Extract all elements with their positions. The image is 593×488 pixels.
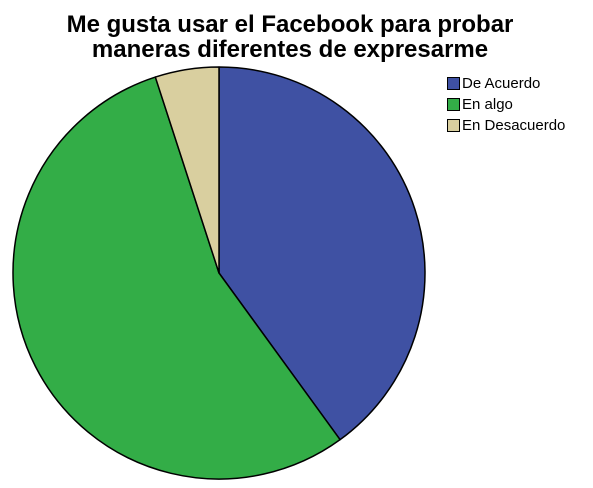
- legend-item-de-acuerdo: De Acuerdo: [447, 73, 565, 94]
- chart-title-line-1: Me gusta usar el Facebook para probar: [66, 11, 514, 38]
- pie-slice-en-desacuerdo: [154, 66, 220, 274]
- chart-title: Me gusta usar el Facebook para probar ma…: [0, 12, 580, 62]
- legend: De Acuerdo En algo En Desacuerdo: [447, 73, 565, 136]
- legend-label-en-algo: En algo: [462, 96, 513, 113]
- legend-swatch-en-algo: [447, 98, 460, 111]
- legend-item-en-algo: En algo: [447, 94, 565, 115]
- pie-slice-en-algo: [12, 76, 341, 480]
- legend-label-en-desacuerdo: En Desacuerdo: [462, 117, 566, 134]
- legend-swatch-en-desacuerdo: [447, 119, 460, 132]
- chart-title-line-2: maneras diferentes de expresarme: [91, 36, 489, 63]
- legend-item-en-desacuerdo: En Desacuerdo: [447, 115, 565, 136]
- legend-label-de-acuerdo: De Acuerdo: [462, 75, 541, 92]
- legend-swatch-de-acuerdo: [447, 77, 460, 90]
- pie-slice-de-acuerdo: [218, 66, 426, 441]
